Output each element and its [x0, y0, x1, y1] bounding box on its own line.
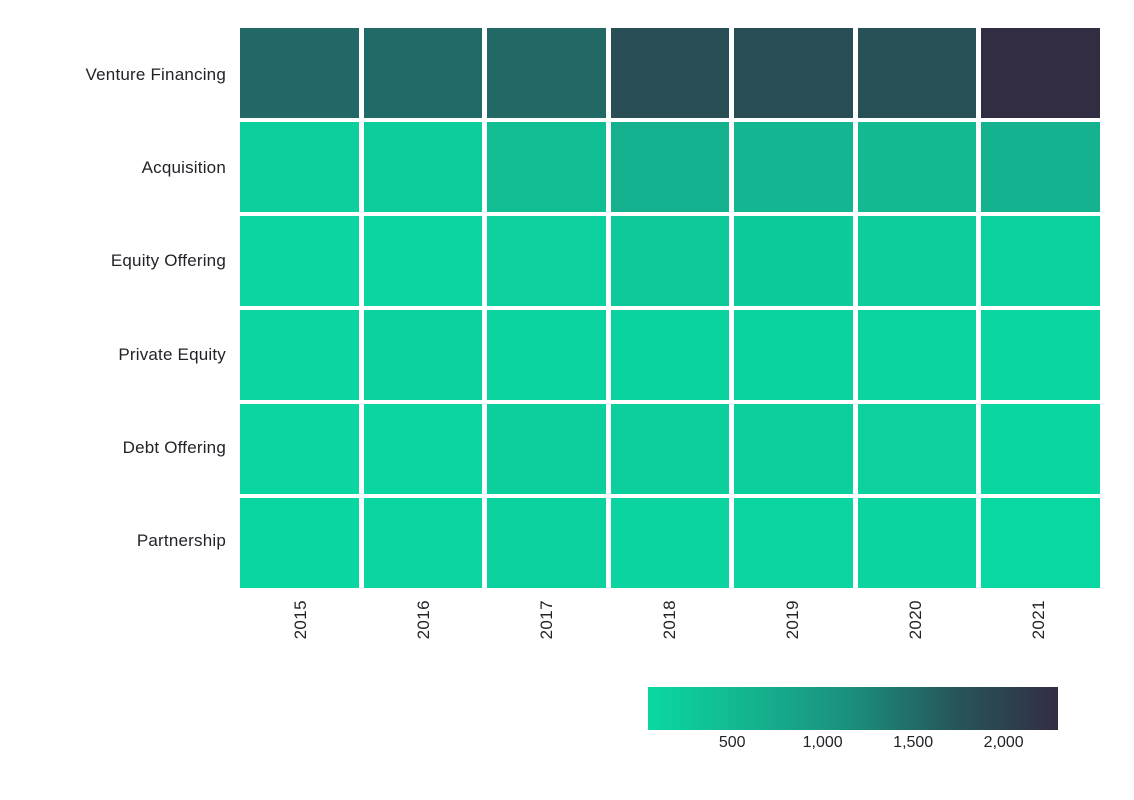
heatmap-cell[interactable] — [487, 404, 606, 494]
heatmap-cell[interactable] — [240, 404, 359, 494]
heatmap-cell[interactable] — [487, 122, 606, 212]
y-axis-label: Acquisition — [141, 157, 226, 177]
heatmap-cell[interactable] — [610, 122, 730, 212]
heatmap-cell[interactable] — [610, 310, 730, 400]
heatmap-cell[interactable] — [981, 28, 1100, 118]
color-axis-tick-label: 500 — [718, 734, 746, 751]
heatmap-cell[interactable] — [363, 122, 483, 212]
x-axis-label: 2015 — [291, 600, 311, 640]
heatmap-cell[interactable] — [981, 404, 1100, 494]
color-axis-bar — [648, 687, 1058, 730]
x-axis: 2015 2016 2017 2018 2019 2020 2021 — [240, 588, 1100, 674]
y-axis-label: Debt Offering — [122, 437, 226, 457]
y-axis-label: Partnership — [136, 531, 226, 551]
y-axis-label: Private Equity — [118, 344, 226, 364]
heatmap-cell[interactable] — [240, 216, 359, 306]
heatmap-cell[interactable] — [240, 310, 359, 400]
heatmap-cell[interactable] — [487, 310, 606, 400]
heatmap-cell[interactable] — [857, 498, 977, 588]
heatmap-cell[interactable] — [610, 216, 730, 306]
x-axis-label: 2018 — [660, 600, 679, 640]
heatmap-cell[interactable] — [857, 216, 977, 306]
heatmap-cell[interactable] — [487, 216, 606, 306]
heatmap-cell[interactable] — [363, 310, 483, 400]
x-axis-label: 2019 — [782, 600, 802, 640]
heatmap-cell[interactable] — [857, 28, 977, 118]
heatmap-cell[interactable] — [857, 404, 977, 494]
heatmap-cell[interactable] — [363, 28, 483, 118]
heatmap-cell[interactable] — [610, 404, 730, 494]
heatmap-cell[interactable] — [981, 122, 1100, 212]
x-axis-label: 2020 — [905, 600, 925, 640]
heatmap-cell[interactable] — [487, 28, 606, 118]
heatmap-cell[interactable] — [857, 310, 977, 400]
heatmap-cell[interactable] — [363, 498, 483, 588]
y-axis: Venture Financing Acquisition Equity Offer… — [0, 28, 226, 588]
heatmap-cell[interactable] — [981, 310, 1100, 400]
x-axis-label: 2017 — [537, 600, 557, 640]
heatmap-cell[interactable] — [610, 498, 730, 588]
heatmap-cell[interactable] — [487, 498, 606, 588]
y-axis-label: Equity Offering — [110, 251, 226, 271]
heatmap-cell[interactable] — [734, 28, 853, 118]
heatmap-cell[interactable] — [240, 122, 359, 212]
heatmap-cell[interactable] — [734, 122, 853, 212]
heatmap-cell[interactable] — [610, 28, 730, 118]
color-axis-ticks: 500 1,000 1,500 2,000 — [648, 734, 1058, 756]
heatmap-cell[interactable] — [240, 498, 359, 588]
x-axis-label: 2021 — [1028, 600, 1048, 640]
heatmap-cell[interactable] — [240, 28, 359, 118]
heatmap-cell[interactable] — [363, 404, 483, 494]
color-axis-tick-label: 2,000 — [983, 734, 1024, 751]
heatmap-cell[interactable] — [857, 122, 977, 212]
y-axis-label: Venture Financing — [85, 64, 226, 84]
heatmap-grid — [240, 28, 1100, 588]
heatmap-cell[interactable] — [734, 498, 853, 588]
heatmap-cell[interactable] — [363, 216, 483, 306]
heatmap-cell[interactable] — [981, 498, 1100, 588]
heatmap-cell[interactable] — [734, 404, 853, 494]
heatmap-cell[interactable] — [981, 216, 1100, 306]
heatmap-cell[interactable] — [734, 310, 853, 400]
heatmap-cell[interactable] — [734, 216, 853, 306]
x-axis-label: 2016 — [414, 600, 434, 640]
color-axis-tick-label: 1,500 — [893, 734, 934, 751]
color-axis-tick-label: 1,000 — [802, 734, 843, 751]
